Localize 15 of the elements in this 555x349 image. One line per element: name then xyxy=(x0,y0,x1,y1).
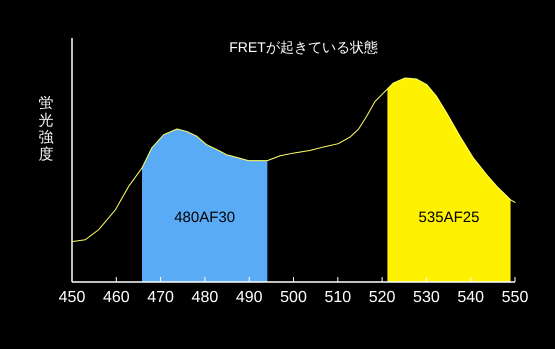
x-tick-label: 460 xyxy=(102,289,130,306)
series-label: 480AF30 xyxy=(174,209,236,226)
x-tick-label: 520 xyxy=(368,289,396,306)
x-tick-label: 550 xyxy=(502,289,528,306)
series-label: 535AF25 xyxy=(418,209,480,226)
x-tick-label: 490 xyxy=(236,289,263,306)
x-tick-label: 510 xyxy=(324,289,352,306)
x-tick-label: 540 xyxy=(457,289,484,306)
x-tick-label: 500 xyxy=(280,289,307,306)
x-tick-label: 480 xyxy=(192,289,218,306)
x-tick-label: 530 xyxy=(413,289,440,306)
chart-title: FRETが起きている状態 xyxy=(229,39,378,55)
x-tick-label: 470 xyxy=(147,289,174,306)
y-axis-title: 蛍光強度 xyxy=(38,95,54,163)
x-tick-label: 450 xyxy=(58,289,86,306)
